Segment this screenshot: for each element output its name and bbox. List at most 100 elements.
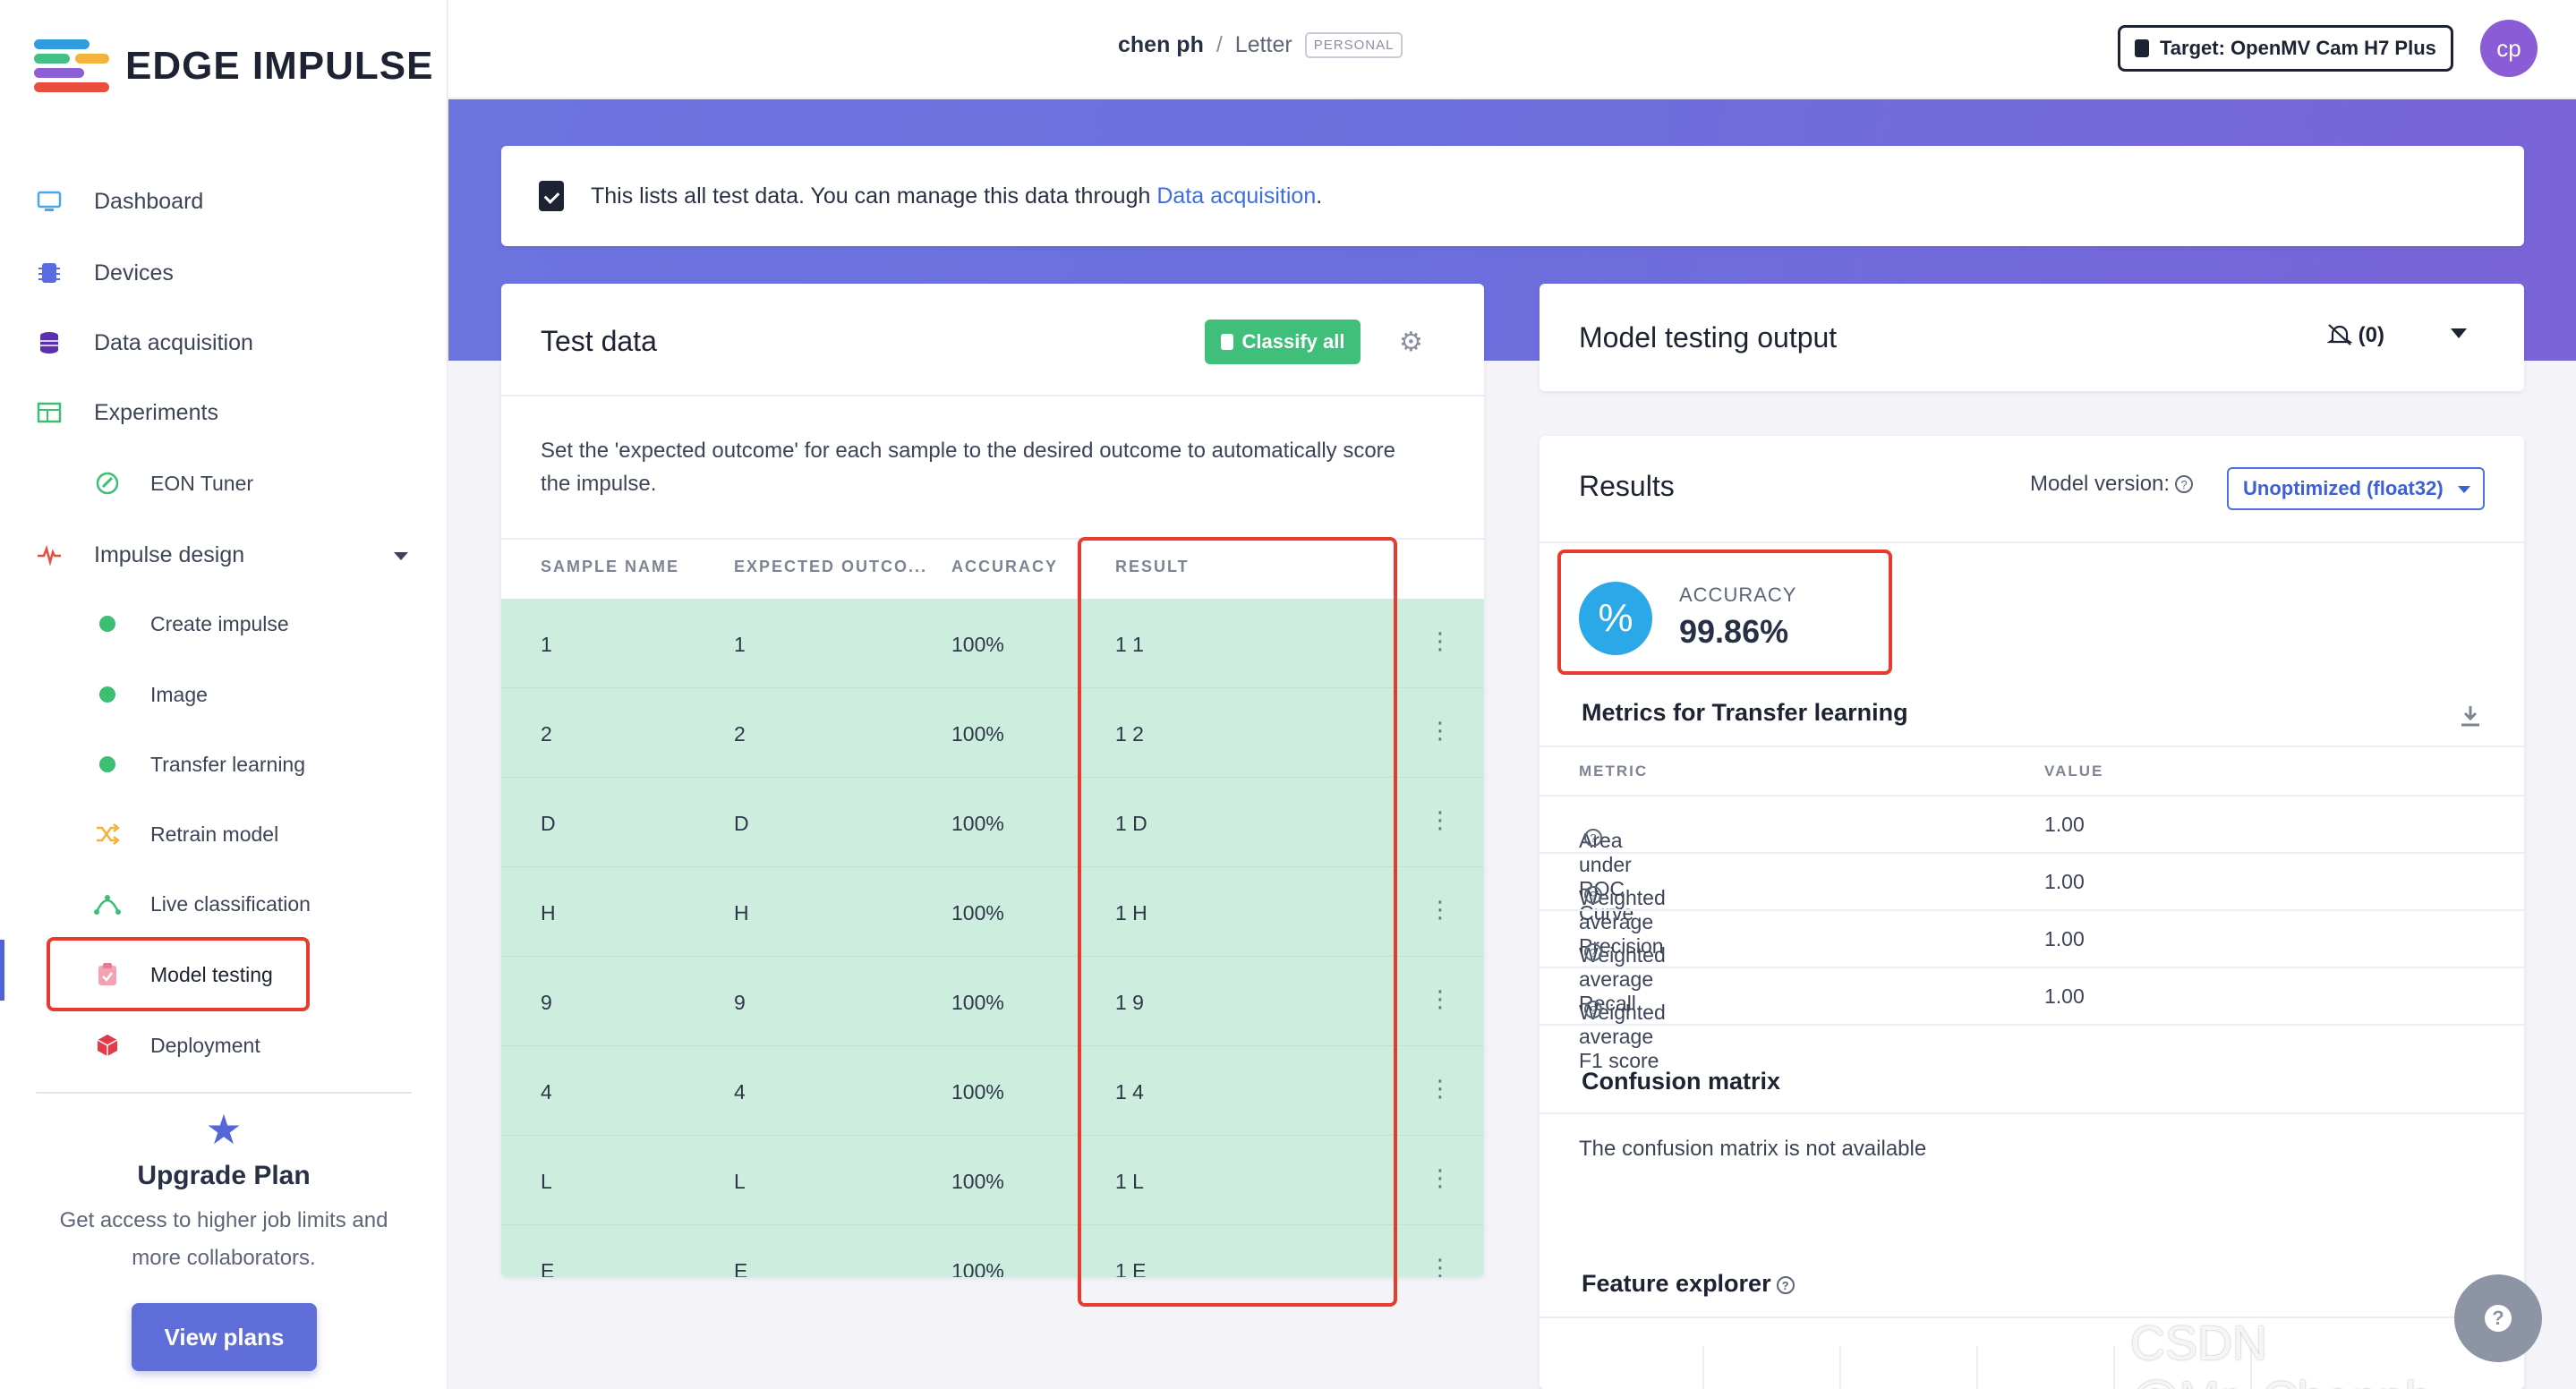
help-icon[interactable]: ?	[2175, 475, 2194, 493]
sidebar-item-label: Impulse design	[94, 541, 245, 567]
chip-icon	[36, 260, 63, 286]
sidebar-item-label: Dashboard	[94, 188, 204, 214]
sidebar-item-data-acquisition[interactable]: Data acquisition	[0, 311, 421, 374]
highlight-annotation	[47, 937, 310, 1011]
table-row[interactable]: 4 4 100% 1 4 ⋮	[501, 1046, 1484, 1136]
help-button[interactable]: ?	[2454, 1274, 2542, 1362]
row-menu-icon[interactable]: ⋮	[1429, 985, 1452, 1012]
model-testing-output-card: Model testing output (0)	[1540, 284, 2524, 391]
data-acquisition-link[interactable]: Data acquisition	[1156, 183, 1317, 209]
database-icon	[36, 329, 63, 356]
sidebar-item-eon-tuner[interactable]: EON Tuner	[0, 452, 421, 515]
table-row[interactable]: E E 100% 1 E ⋮	[501, 1225, 1484, 1277]
sidebar-item-devices[interactable]: Devices	[0, 242, 421, 304]
sidebar-item-label: Live classification	[150, 891, 311, 916]
column-header-accuracy[interactable]: ACCURACY	[951, 558, 1058, 575]
view-plans-button[interactable]: View plans	[132, 1303, 317, 1371]
result: 1 D	[1115, 812, 1147, 835]
help-icon[interactable]: ?	[1584, 829, 1602, 847]
help-icon[interactable]: ?	[1776, 1276, 1795, 1294]
monitor-icon	[36, 188, 63, 215]
metric-row: Weighted average Precision? 1.00	[1540, 854, 2524, 958]
sidebar-item-image[interactable]: Image	[0, 663, 421, 726]
classify-all-label: Classify all	[1241, 330, 1345, 353]
help-icon[interactable]: ?	[1584, 1001, 1602, 1018]
sidebar-item-label: Transfer learning	[150, 752, 306, 776]
row-menu-icon[interactable]: ⋮	[1429, 896, 1452, 923]
output-title: Model testing output	[1579, 321, 1838, 354]
results-title: Results	[1579, 470, 1675, 502]
download-icon[interactable]	[2460, 704, 2481, 728]
column-header-result[interactable]: RESULT	[1115, 558, 1190, 575]
row-menu-icon[interactable]: ⋮	[1429, 1075, 1452, 1102]
model-version-select[interactable]: Unoptimized (float32)	[2227, 467, 2485, 510]
sidebar-item-create-impulse[interactable]: Create impulse	[0, 592, 421, 655]
accuracy-label: ACCURACY	[1679, 584, 1797, 606]
table-row[interactable]: H H 100% 1 H ⋮	[501, 867, 1484, 957]
metric-row: Area under ROC Curve? 1.00	[1540, 797, 2524, 925]
row-menu-icon[interactable]: ⋮	[1429, 717, 1452, 744]
sidebar-item-live-classification[interactable]: Live classification	[0, 873, 421, 935]
section-divider	[1540, 1317, 2524, 1318]
graph-icon	[94, 890, 121, 917]
table-row[interactable]: 9 9 100% 1 9 ⋮	[501, 957, 1484, 1046]
feature-explorer-title: Feature explorer?	[1582, 1270, 1795, 1298]
sidebar-item-label: Retrain model	[150, 822, 279, 846]
highlight-annotation	[1078, 537, 1397, 1307]
gear-icon[interactable]: ⚙	[1399, 328, 1423, 357]
accuracy: 100%	[951, 722, 1004, 746]
row-menu-icon[interactable]: ⋮	[1429, 627, 1452, 654]
row-menu-icon[interactable]: ⋮	[1429, 1164, 1452, 1191]
model-version-value: Unoptimized (float32)	[2243, 477, 2444, 499]
column-header-sample-name[interactable]: SAMPLE NAME	[541, 558, 680, 575]
table-row[interactable]: 1 1 100% 1 1 ⋮	[501, 599, 1484, 688]
clipboard-check-icon	[539, 181, 564, 211]
row-menu-icon[interactable]: ⋮	[1429, 1254, 1452, 1277]
upgrade-title: Upgrade Plan	[137, 1161, 311, 1190]
table-row[interactable]: L L 100% 1 L ⋮	[501, 1136, 1484, 1225]
brand-logo[interactable]: EDGE IMPULSE	[34, 39, 434, 93]
table-header-divider	[1540, 795, 2524, 797]
card-divider	[1540, 541, 2524, 543]
pulse-icon	[36, 541, 63, 568]
metric-value: 1.00	[2044, 813, 2085, 836]
sidebar-item-retrain-model[interactable]: Retrain model	[0, 803, 421, 865]
help-icon[interactable]: ?	[1584, 886, 1602, 904]
breadcrumb: chen ph / Letter PERSONAL	[1118, 32, 1403, 58]
accuracy: 100%	[951, 633, 1004, 656]
classify-all-button[interactable]: Classify all	[1205, 320, 1361, 364]
row-menu-icon[interactable]: ⋮	[1429, 806, 1452, 833]
sidebar-item-model-testing[interactable]: Model testing	[0, 943, 421, 1006]
breadcrumb-user[interactable]: chen ph	[1118, 32, 1204, 57]
breadcrumb-project[interactable]: Letter	[1234, 32, 1292, 57]
target-device-button[interactable]: Target: OpenMV Cam H7 Plus	[2118, 25, 2453, 72]
sidebar-item-impulse-design[interactable]: Impulse design	[0, 524, 421, 586]
expected-outcome: 1	[734, 633, 746, 656]
result: 1 4	[1115, 1080, 1144, 1104]
table-row[interactable]: D D 100% 1 D ⋮	[501, 778, 1484, 867]
result: 1 9	[1115, 991, 1144, 1014]
column-header-value: VALUE	[2044, 763, 2104, 780]
notifications-toggle[interactable]: (0)	[2326, 323, 2384, 348]
sidebar-item-dashboard[interactable]: Dashboard	[0, 170, 421, 233]
sidebar-item-experiments[interactable]: Experiments	[0, 381, 421, 444]
percent-icon: %	[1579, 582, 1652, 655]
avatar[interactable]: cp	[2480, 20, 2538, 77]
table-row[interactable]: 2 2 100% 1 2 ⋮	[501, 688, 1484, 778]
sample-name: H	[541, 901, 556, 925]
chip-icon	[2135, 39, 2149, 57]
expand-caret-icon[interactable]	[2451, 328, 2467, 338]
expected-outcome: 9	[734, 991, 746, 1014]
chevron-down-icon[interactable]	[394, 552, 408, 560]
notice-text: This lists all test data. You can manage…	[591, 183, 1322, 209]
test-data-description: Set the 'expected outcome' for each samp…	[541, 439, 1396, 496]
sample-name: 9	[541, 991, 552, 1014]
sidebar-item-transfer-learning[interactable]: Transfer learning	[0, 733, 421, 796]
help-icon[interactable]: ?	[1584, 943, 1602, 961]
sidebar-item-label: Deployment	[150, 1033, 260, 1057]
column-header-metric: METRIC	[1579, 763, 1649, 780]
column-header-expected-outcome[interactable]: EXPECTED OUTCO...	[734, 558, 928, 575]
sidebar-item-deployment[interactable]: Deployment	[0, 1014, 421, 1077]
expected-outcome: H	[734, 901, 749, 925]
metric-name-text: Weighted average F1 score	[1579, 1001, 1666, 1072]
